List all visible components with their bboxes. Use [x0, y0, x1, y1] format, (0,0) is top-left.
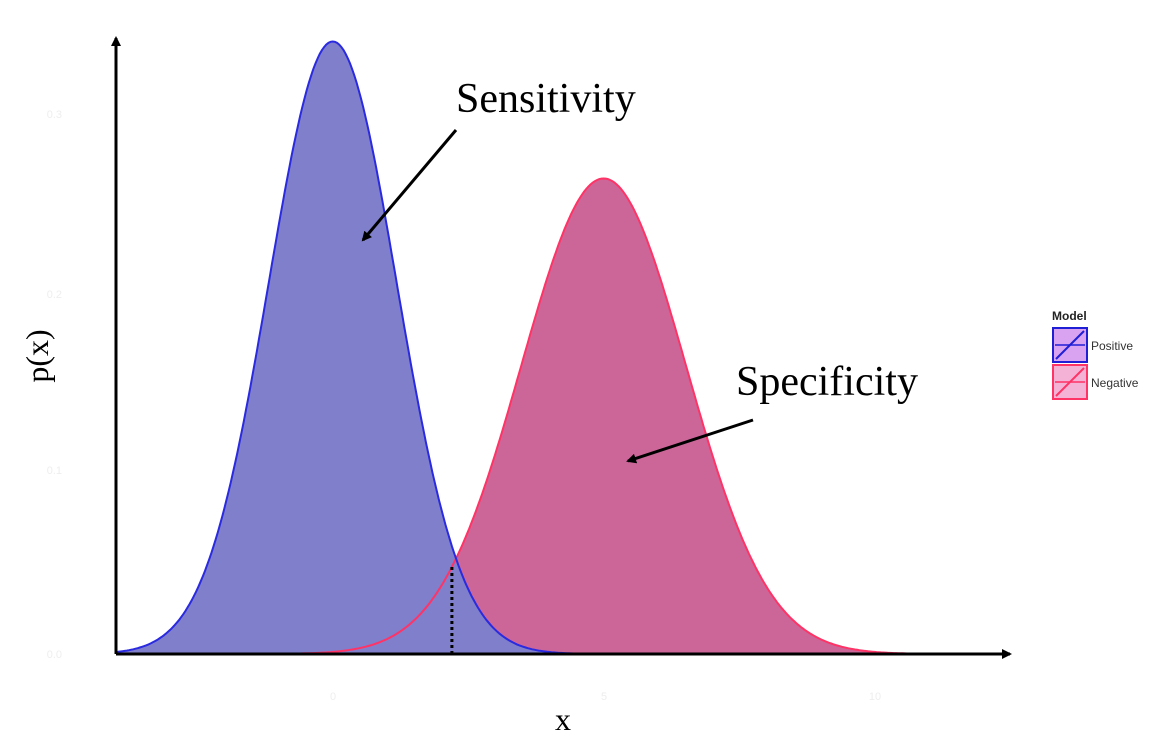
x-tick-label-2: 10	[869, 691, 881, 703]
legend-label-positive: Positive	[1091, 339, 1133, 353]
y-tick-label-0: 0.0	[47, 649, 62, 661]
legend-title: Model	[1052, 309, 1087, 323]
specificity-arrow	[626, 418, 754, 464]
series-layer	[115, 40, 973, 655]
tick-labels: 0 5 10 0.0 0.1 0.2 0.3	[47, 109, 881, 703]
positive-density-area	[116, 41, 973, 654]
x-axis-title: x	[555, 701, 571, 737]
legend-item-positive: Positive	[1052, 327, 1133, 363]
x-tick-label-1: 5	[601, 691, 607, 703]
specificity-annotation: Specificity	[736, 359, 918, 405]
axes	[111, 36, 1012, 659]
sensitivity-annotation: Sensitivity	[456, 76, 636, 122]
sensitivity-arrow	[361, 129, 458, 242]
legend-item-negative: Negative	[1052, 364, 1139, 400]
y-tick-label-2: 0.2	[47, 289, 62, 301]
y-axis-title: p(x)	[19, 329, 55, 382]
x-tick-label-0: 0	[330, 691, 336, 703]
y-tick-label-3: 0.3	[47, 109, 62, 121]
negative-density-area	[116, 178, 973, 654]
legend: Model Positive Negative	[1052, 309, 1139, 400]
y-tick-label-1: 0.1	[47, 465, 62, 477]
legend-label-negative: Negative	[1091, 376, 1139, 390]
